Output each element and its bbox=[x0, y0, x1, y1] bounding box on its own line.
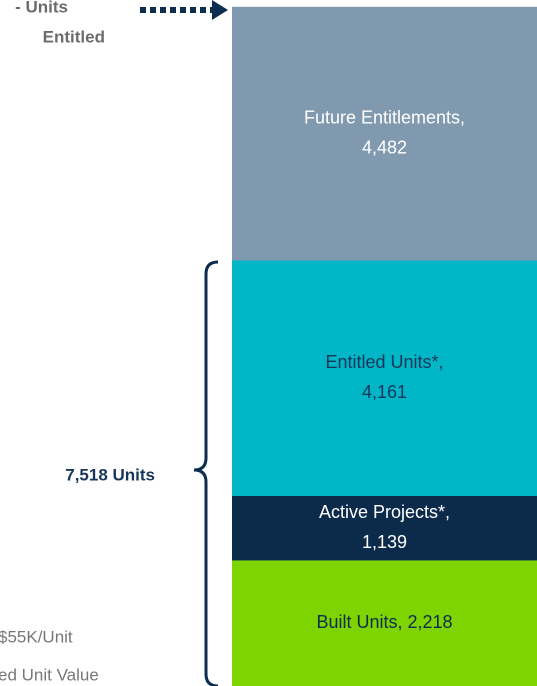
segment-label: Built Units, 2,218 bbox=[316, 612, 452, 632]
brace bbox=[193, 260, 219, 686]
top-note: Entitled bbox=[43, 27, 105, 46]
series-name: Built Units, bbox=[316, 612, 402, 632]
arrow-head bbox=[212, 0, 228, 20]
bottom-note: $55K/Unit bbox=[0, 627, 73, 646]
bottom-note: ed Unit Value bbox=[0, 665, 99, 684]
bar-segment bbox=[232, 495, 537, 561]
series-name: Entitled Units*, bbox=[325, 352, 443, 372]
top-note: - Units bbox=[15, 0, 68, 16]
bar-segment bbox=[232, 560, 537, 686]
value-label: 4,482 bbox=[362, 137, 407, 157]
value-label: 2,218 bbox=[407, 612, 452, 632]
bar-segment bbox=[232, 6, 537, 261]
brace-label: 7,518 Units bbox=[65, 465, 155, 484]
bar-segment bbox=[232, 260, 537, 496]
series-name: Future Entitlements, bbox=[304, 107, 465, 127]
value-label: 4,161 bbox=[362, 382, 407, 402]
value-label: 1,139 bbox=[362, 532, 407, 552]
series-name: Active Projects*, bbox=[319, 502, 450, 522]
